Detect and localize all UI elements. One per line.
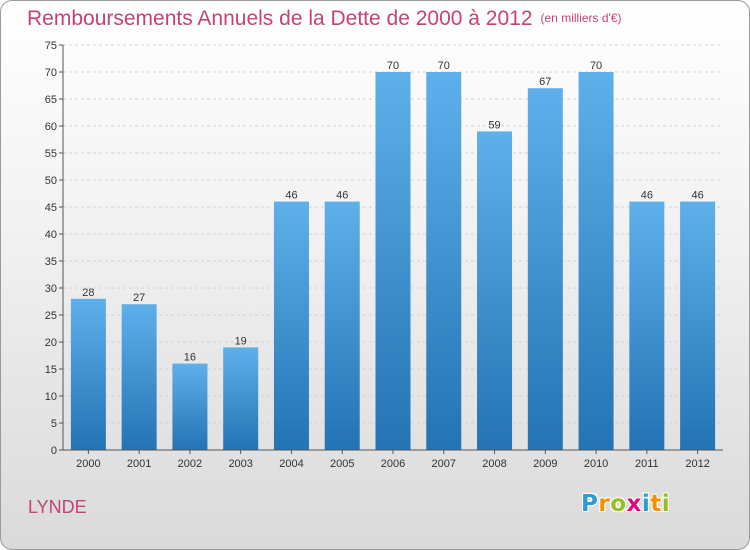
x-tick-label: 2010 [584,458,608,470]
bar-2007 [426,72,462,450]
data-label: 27 [133,292,145,304]
logo-letter: x [626,491,642,517]
proxiti-logo[interactable]: Proxiti [581,491,670,517]
data-label: 46 [285,190,297,202]
data-label: 46 [641,190,653,202]
labels: 0 5 10 15 20 25 30 35 40 45 50 55 60 65 70 75 2000 28 2001… [45,40,710,470]
bar-2001 [121,304,157,450]
x-tick-label: 2001 [127,458,151,470]
data-label: 67 [539,76,551,88]
x-tick-label: 2009 [533,458,557,470]
y-tick-label: 25 [45,310,57,322]
logo-letter: t [650,491,662,517]
bar-2002 [172,363,208,450]
bar-2009 [527,88,563,450]
bars [70,72,716,450]
data-label: 70 [590,60,602,72]
title-text: Remboursements Annuels de la Dette de 20… [27,7,533,30]
x-tick-label: 2006 [381,458,405,470]
logo-letter: P [581,491,599,517]
y-tick-label: 30 [45,283,57,295]
logo-letter: r [598,491,611,517]
y-tick-label: 70 [45,67,57,79]
x-tick-label: 2012 [685,458,709,470]
y-tick-label: 10 [45,391,57,403]
data-label: 46 [336,190,348,202]
y-tick-label: 55 [45,148,57,160]
y-tick-label: 50 [45,175,57,187]
chart-title: Remboursements Annuels de la Dette de 20… [27,7,622,31]
x-tick-label: 2007 [432,458,456,470]
axes [59,44,723,454]
x-tick-label: 2000 [76,458,100,470]
bar-2006 [375,72,411,450]
bar-2000 [70,298,106,450]
y-tick-label: 5 [51,418,57,430]
x-tick-label: 2002 [178,458,202,470]
data-label: 16 [184,352,196,364]
chart-subtitle: (en milliers d'€) [540,11,622,25]
y-tick-label: 0 [51,445,57,457]
y-tick-label: 35 [45,256,57,268]
y-tick-label: 65 [45,94,57,106]
x-tick-label: 2003 [228,458,252,470]
data-label: 70 [387,60,399,72]
logo-letter: o [610,491,627,517]
y-tick-label: 75 [45,40,57,52]
y-tick-label: 15 [45,364,57,376]
y-tick-label: 20 [45,337,57,349]
x-tick-label: 2011 [635,458,659,470]
data-label: 59 [488,119,500,131]
y-tick-label: 40 [45,229,57,241]
x-tick-label: 2005 [330,458,354,470]
logo-letter: i [641,491,651,517]
place-name: LYNDE [28,497,87,517]
bar-2003 [223,347,259,450]
bar-2005 [324,201,360,450]
bar-2008 [477,131,513,450]
logo-letter: i [661,491,671,517]
x-tick-label: 2004 [279,458,303,470]
y-tick-label: 60 [45,121,57,133]
data-label: 19 [235,335,247,347]
bar-2010 [578,72,614,450]
y-tick-label: 45 [45,202,57,214]
bar-2004 [273,201,309,450]
data-label: 28 [82,287,94,299]
data-label: 70 [438,60,450,72]
bar-2011 [629,201,665,450]
data-label: 46 [691,190,703,202]
bar-2012 [680,201,716,450]
x-tick-label: 2008 [482,458,506,470]
